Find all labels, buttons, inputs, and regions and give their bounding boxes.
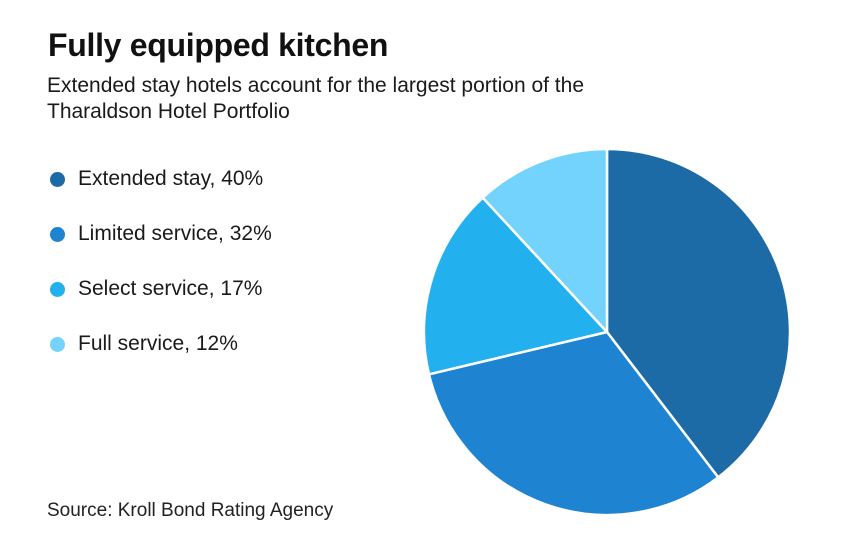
legend-swatch-extended-stay-icon — [50, 171, 65, 187]
legend-label-limited-service: Limited service, 32% — [78, 222, 272, 245]
pie-slice-full-service — [481, 147, 609, 334]
legend-label-select-service: Select service, 17% — [78, 277, 263, 300]
legend-item-select-service: Select service, 17% — [50, 277, 272, 300]
legend: Extended stay, 40% Limited service, 32% … — [50, 167, 272, 388]
pie-slice-extended-stay — [605, 147, 792, 479]
pie-slice-select-service — [422, 196, 609, 376]
chart-subtitle-line2: Tharaldson Hotel Portfolio — [47, 100, 290, 123]
chart-title: Fully equipped kitchen — [48, 27, 389, 63]
chart-subtitle: Extended stay hotels account for the lar… — [47, 73, 584, 125]
legend-label-extended-stay: Extended stay, 40% — [78, 167, 264, 190]
source-note: Source: Kroll Bond Rating Agency — [47, 500, 334, 521]
chart-subtitle-line1: Extended stay hotels account for the lar… — [47, 74, 584, 97]
pie-slice-limited-service — [427, 330, 720, 517]
pie-chart — [422, 147, 792, 517]
legend-item-full-service: Full service, 12% — [50, 332, 272, 355]
legend-item-limited-service: Limited service, 32% — [50, 222, 272, 245]
legend-swatch-full-service-icon — [50, 336, 65, 352]
legend-swatch-limited-service-icon — [50, 226, 65, 242]
legend-item-extended-stay: Extended stay, 40% — [50, 167, 272, 190]
legend-label-full-service: Full service, 12% — [78, 332, 238, 355]
legend-swatch-select-service-icon — [50, 281, 65, 297]
